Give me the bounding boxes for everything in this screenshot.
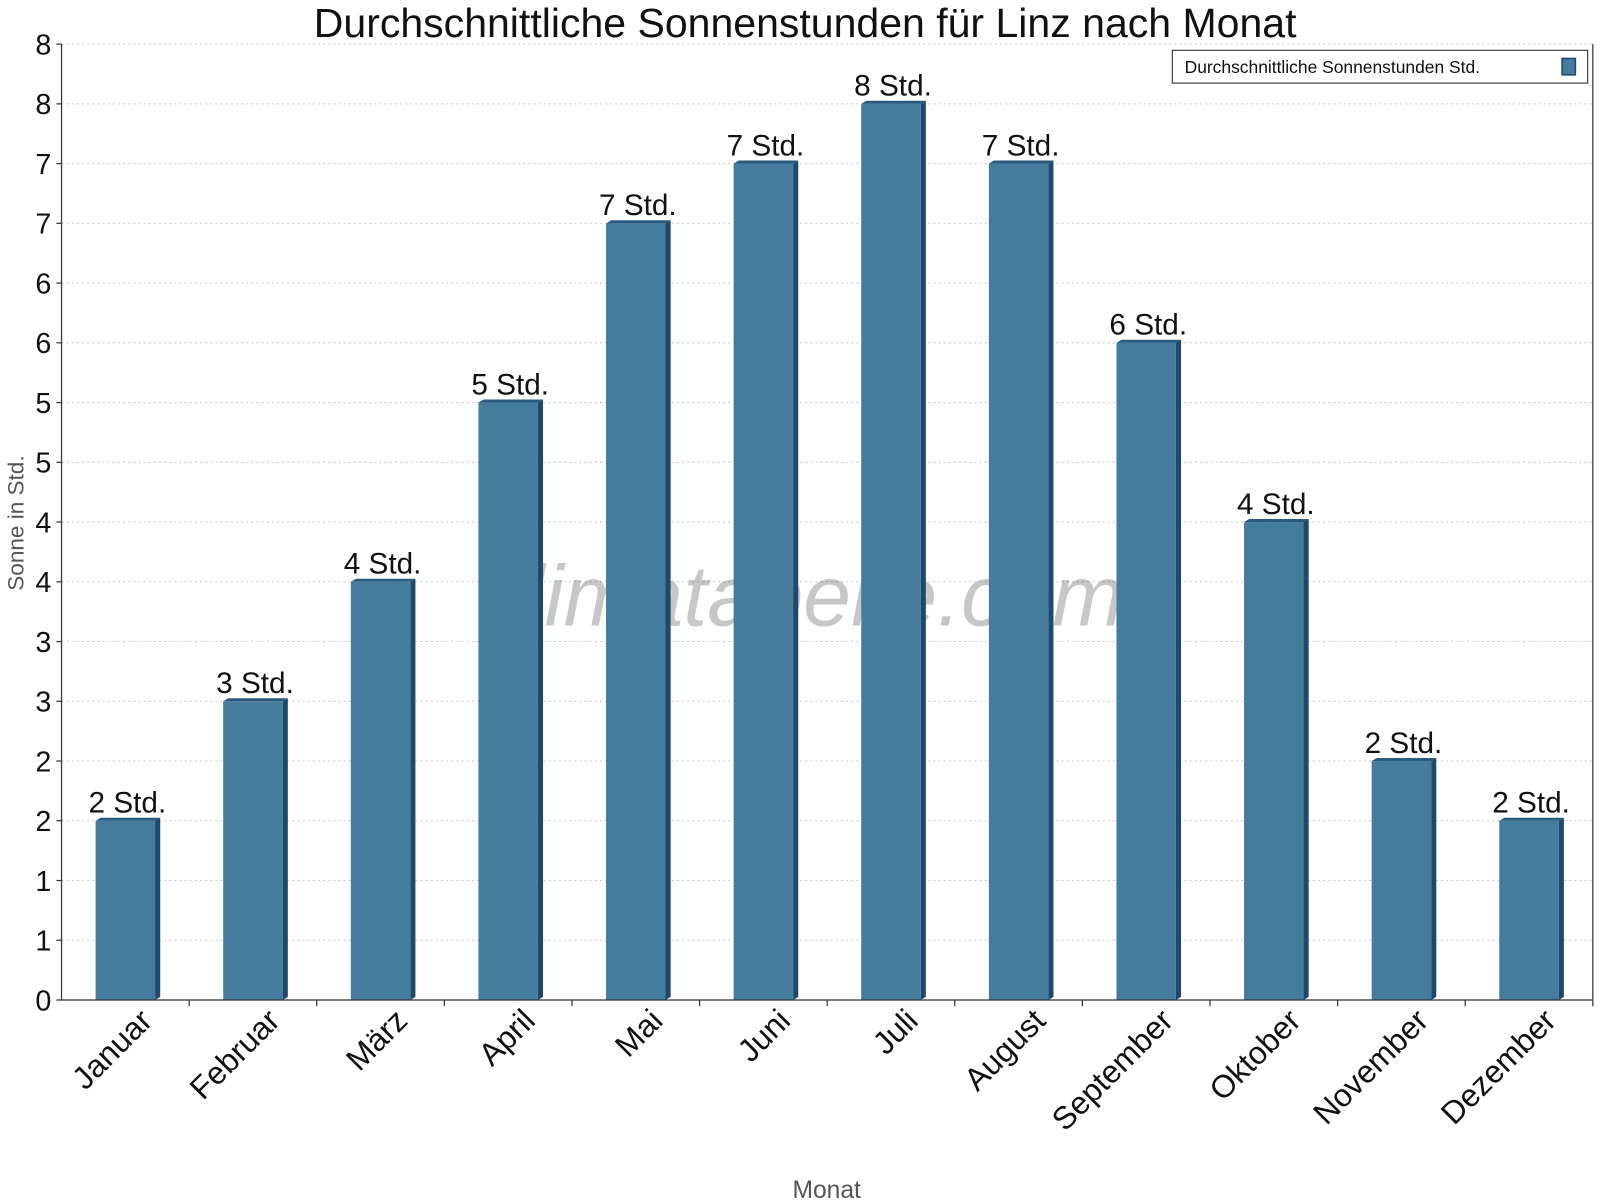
bar [95, 820, 156, 1000]
data-label: 8 Std. [854, 70, 932, 103]
y-axis-label: Sonne in Std. [4, 455, 29, 590]
chart-title: Durchschnittliche Sonnenstunden für Linz… [314, 0, 1297, 46]
y-tick-label: 5 [35, 388, 51, 420]
bar-top [95, 817, 161, 821]
y-tick-label: 7 [35, 149, 51, 181]
data-label: 2 Std. [89, 787, 167, 820]
bar-side [1558, 817, 1564, 1000]
x-tick-label: November [1306, 1002, 1435, 1131]
data-label: 6 Std. [1109, 309, 1187, 342]
x-tick-label: Januar [65, 1002, 159, 1096]
legend-swatch [1561, 57, 1577, 76]
data-label: 4 Std. [1237, 488, 1315, 521]
y-tick-label: 3 [35, 627, 51, 659]
x-tick-label: April [471, 1002, 541, 1072]
legend: Durchschnittliche Sonnenstunden Std. [1171, 49, 1589, 84]
y-tick-label: 8 [35, 89, 51, 121]
y-tick-label: 1 [35, 866, 51, 898]
y-tick-label: 5 [35, 448, 51, 480]
bar-top [1499, 817, 1564, 821]
x-tick-label: Oktober [1202, 1002, 1308, 1108]
bar [606, 223, 666, 1001]
bar-side [1431, 757, 1437, 1000]
bar-side [665, 220, 671, 1000]
bar-side [1175, 339, 1182, 1000]
legend-box [1171, 49, 1589, 84]
gridlines [61, 43, 1593, 941]
bar-side [155, 817, 161, 1000]
x-tick-label: Juli [865, 1002, 924, 1061]
bar-top [733, 160, 799, 164]
bar-top [350, 578, 416, 582]
bar-side [1048, 160, 1054, 1000]
y-tick-label: 4 [35, 507, 51, 539]
y-tick-label: 8 [35, 29, 51, 61]
y-ticks: 0 1 1 2 2 3 3 4 4 5 5 6 6 7 7 8 8 [35, 29, 62, 1017]
bar-side [282, 698, 288, 1000]
bar [1244, 522, 1304, 1000]
bar-side [537, 399, 544, 1000]
bar [988, 163, 1049, 1001]
bar-top [606, 220, 671, 224]
bar [1499, 820, 1559, 1000]
x-axis-label: Monat [792, 1177, 861, 1200]
bar [478, 402, 538, 1001]
data-label: 7 Std. [982, 129, 1060, 162]
bar [350, 581, 411, 1000]
bar-side [920, 100, 926, 1001]
bar-top [223, 698, 288, 702]
y-tick-label: 6 [35, 268, 51, 300]
y-tick-label: 0 [35, 985, 51, 1017]
x-tick-label: Februar [182, 1002, 286, 1106]
bar-side [793, 160, 799, 1000]
x-tick-label: Dezember [1434, 1002, 1563, 1131]
data-label: 2 Std. [1492, 787, 1570, 820]
bar-top [478, 399, 544, 403]
bar-top [1116, 339, 1182, 343]
bar-side [1303, 518, 1309, 1000]
y-tick-label: 4 [35, 567, 51, 599]
data-label: 7 Std. [727, 129, 805, 162]
y-tick-label: 3 [35, 687, 51, 719]
bar-top [1244, 518, 1309, 523]
data-label: 7 Std. [599, 189, 677, 222]
bar-top [988, 160, 1054, 164]
x-tick-label: Juni [730, 1002, 797, 1069]
data-label: 3 Std. [216, 667, 294, 700]
x-ticks: Januar Februar März April Mai Juni Juli AugustS… [65, 999, 1594, 1138]
x-tick-label: März [339, 1002, 414, 1077]
bar-top [861, 100, 926, 104]
data-label: 4 Std. [344, 548, 422, 581]
y-tick-label: 6 [35, 328, 51, 360]
x-tick-label: August [957, 1002, 1053, 1098]
bar-top [1371, 757, 1437, 762]
bar [861, 103, 921, 1001]
x-tick-label: September [1044, 1002, 1180, 1138]
data-label: 2 Std. [1365, 727, 1443, 760]
legend-label: Durchschnittliche Sonnenstunden Std. [1185, 57, 1480, 77]
y-tick-label: 7 [35, 209, 51, 241]
bar [733, 163, 794, 1001]
y-tick-label: 1 [35, 926, 51, 958]
data-label: 5 Std. [471, 368, 549, 401]
x-tick-label: Mai [608, 1002, 670, 1064]
y-tick-label: 2 [35, 806, 51, 838]
y-tick-label: 2 [35, 746, 51, 778]
bars: 2 Std. 3 Std. 4 Std. 5 Std. 7 Std. 7 Std. 8 St… [89, 70, 1570, 1001]
bar [223, 701, 283, 1000]
bar [1116, 342, 1176, 1000]
bar [1371, 761, 1432, 1000]
bar-side [410, 578, 416, 1000]
